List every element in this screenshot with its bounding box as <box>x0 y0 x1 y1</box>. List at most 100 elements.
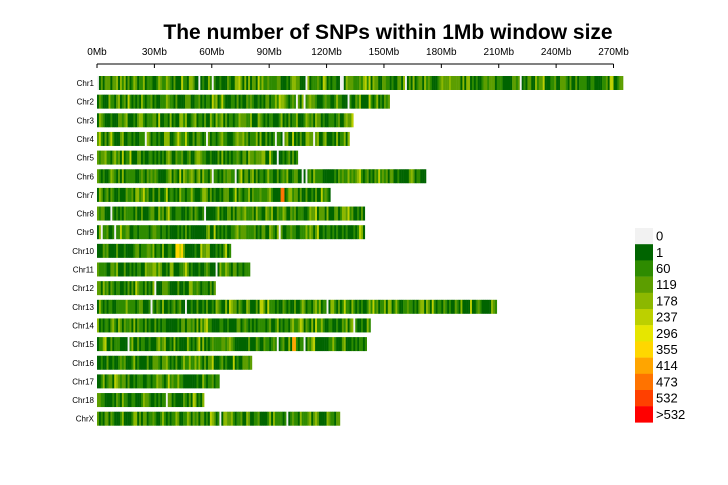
snp-window-cell <box>364 76 367 90</box>
legend-swatch <box>635 373 653 391</box>
snp-window-cell <box>181 169 184 184</box>
snp-window-cell <box>110 355 113 370</box>
snp-window-cell <box>110 76 113 90</box>
snp-window-cell <box>137 113 140 128</box>
snp-window-cell <box>278 94 281 109</box>
snp-window-cell <box>274 225 278 240</box>
snp-window-cell <box>334 206 337 221</box>
snp-window-cell <box>320 76 323 90</box>
snp-window-cell <box>322 76 325 90</box>
chromosome-label: Chr7 <box>77 191 95 200</box>
snp-window-cell <box>351 206 354 221</box>
snp-window-cell <box>512 76 515 90</box>
snp-window-cell <box>183 76 186 90</box>
snp-window-cell <box>261 94 264 109</box>
snp-window-cell <box>185 281 188 296</box>
snp-window-cell <box>240 355 243 370</box>
snp-window-cell <box>322 169 325 184</box>
snp-window-cell <box>219 113 222 128</box>
snp-window-cell <box>217 337 220 352</box>
snp-window-cell <box>125 206 128 221</box>
chromosome-track: Chr2 <box>77 94 390 109</box>
snp-window-cell <box>188 169 191 184</box>
snp-window-cell <box>227 411 230 426</box>
snp-window-cell <box>515 76 519 90</box>
snp-window-cell <box>334 225 337 240</box>
snp-window-cell <box>121 243 125 258</box>
snp-window-cell <box>215 206 218 221</box>
snp-window-cell <box>160 150 163 165</box>
snp-window-cell <box>299 225 302 240</box>
snp-window-cell <box>152 169 155 184</box>
snp-window-cell <box>232 76 235 90</box>
snp-window-cell <box>179 131 182 146</box>
snp-window-cell <box>426 299 429 314</box>
snp-window-cell <box>246 94 249 109</box>
snp-window-cell <box>318 113 322 128</box>
snp-window-cell <box>248 76 251 90</box>
snp-window-cell <box>167 281 170 296</box>
snp-window-cell <box>133 281 136 296</box>
snp-window-cell <box>265 131 268 146</box>
snp-window-cell <box>142 393 146 408</box>
snp-window-cell <box>225 355 228 370</box>
snp-window-cell <box>148 225 151 240</box>
snp-window-cell <box>152 225 155 240</box>
snp-window-cell <box>246 337 249 352</box>
snp-window-cell <box>162 262 165 277</box>
snp-window-cell <box>435 299 438 314</box>
snp-window-cell <box>255 94 258 109</box>
chromosome-label: Chr16 <box>72 359 94 368</box>
snp-window-cell <box>135 281 138 296</box>
snp-window-cell <box>598 76 601 90</box>
snp-window-cell <box>230 318 234 333</box>
snp-window-cell <box>154 169 157 184</box>
snp-window-cell <box>460 76 463 90</box>
snp-window-cell <box>139 150 142 165</box>
snp-window-cell <box>456 76 459 90</box>
snp-window-cell <box>307 337 310 352</box>
snp-window-cell <box>301 187 304 202</box>
snp-window-cell <box>171 113 174 128</box>
snp-window-cell <box>240 169 243 184</box>
snp-window-cell <box>273 187 276 202</box>
snp-window-cell <box>362 299 366 314</box>
snp-window-cell <box>121 318 125 333</box>
snp-window-cell <box>131 150 134 165</box>
legend-swatch <box>635 260 653 277</box>
snp-window-cell <box>194 113 197 128</box>
snp-window-cell <box>229 150 232 165</box>
snp-window-cell <box>313 113 316 128</box>
snp-window-cell <box>148 187 151 202</box>
snp-window-cell <box>227 76 230 90</box>
snp-window-cell <box>163 393 167 408</box>
snp-window-cell <box>294 318 297 333</box>
snp-window-cell <box>318 94 322 109</box>
snp-window-cell <box>97 187 100 202</box>
snp-window-cell <box>269 76 272 90</box>
snp-window-cell <box>360 337 364 352</box>
chromosome-track: Chr16 <box>72 355 253 370</box>
snp-window-cell <box>148 113 151 128</box>
snp-window-cell <box>156 169 159 184</box>
snp-window-cell <box>131 318 134 333</box>
snp-window-cell <box>250 113 253 128</box>
snp-window-cell <box>206 374 209 389</box>
snp-window-cell <box>129 113 132 128</box>
snp-window-cell <box>98 94 102 109</box>
snp-window-cell <box>223 206 226 221</box>
snp-window-cell <box>234 76 237 90</box>
snp-window-cell <box>200 206 203 221</box>
snp-window-cell <box>141 150 144 165</box>
snp-window-cell <box>150 187 153 202</box>
snp-window-cell <box>276 76 279 90</box>
snp-window-cell <box>274 169 278 184</box>
snp-window-cell <box>225 187 228 202</box>
snp-window-cell <box>330 169 333 184</box>
snp-window-cell <box>123 169 126 184</box>
snp-window-cell <box>146 318 149 333</box>
snp-window-cell <box>106 262 109 277</box>
snp-window-cell <box>389 169 392 184</box>
snp-window-cell <box>338 337 341 352</box>
snp-window-cell <box>263 150 266 165</box>
